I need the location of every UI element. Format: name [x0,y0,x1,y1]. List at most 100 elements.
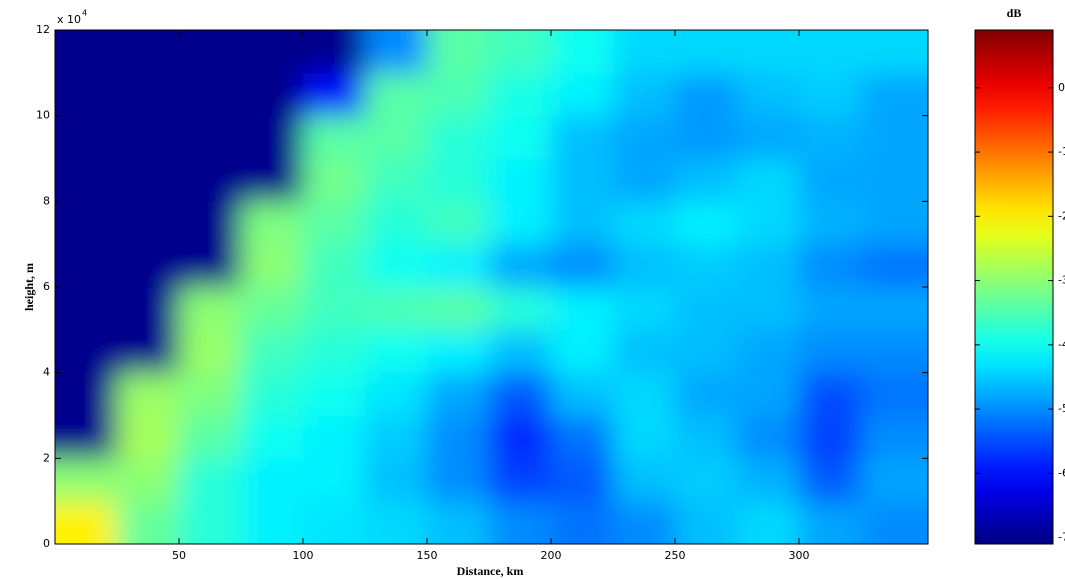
heatmap-cell [117,372,180,416]
heatmap-cell [737,329,800,374]
heatmap-cell [179,30,242,74]
heatmap-cell [861,244,928,288]
heatmap-cell [489,372,552,416]
heatmap-cell [551,158,614,202]
heatmap-cell [613,201,676,245]
heatmap-cell [551,458,614,502]
heatmap-cell [737,501,800,544]
heatmap-cell [365,415,428,459]
heatmap-cell [241,158,304,202]
heatmap-cell [427,329,490,374]
heatmap-cell [675,329,738,374]
heatmap-cell [737,115,800,159]
heatmap-cell [241,287,304,331]
heatmap-cell [489,415,552,459]
heatmap-cell [303,372,366,416]
heatmap-cell [551,244,614,288]
heatmap-cell [861,501,928,544]
heatmap-cell [365,287,428,331]
y-multiplier-exponent: 4 [82,9,87,18]
heatmap-cell [799,372,862,416]
heatmap-cell [551,415,614,459]
heatmap-cell [55,458,118,502]
heatmap-cell [241,72,304,117]
heatmap-cell [675,30,738,74]
heatmap-cell [427,72,490,117]
heatmap-cell [241,415,304,459]
y-tick-label: 12 [36,23,50,36]
heatmap-cell [55,244,118,288]
heatmap-cell [737,30,800,74]
y-tick-label: 4 [43,366,50,379]
heatmap-cell [799,158,862,202]
heatmap-cell [241,201,304,245]
heatmap-cell [365,72,428,117]
heatmap-cell [303,30,366,74]
heatmap-cell [117,244,180,288]
heatmap-cell [241,115,304,159]
heatmap-cell [799,244,862,288]
heatmap-cell [55,372,118,416]
heatmap-cell [117,72,180,117]
heatmap-cell [303,287,366,331]
heatmap-cell [365,329,428,374]
heatmap-cell [861,458,928,502]
heatmap-cell [365,501,428,544]
heatmap-cell [551,201,614,245]
heatmap-cell [303,329,366,374]
heatmap-cell [427,415,490,459]
heatmap-cell [799,115,862,159]
heatmap-cell [427,115,490,159]
heatmap-cell [551,501,614,544]
heatmap-cell [675,415,738,459]
heatmap-cell [427,501,490,544]
heatmap-cell [427,30,490,74]
heatmap-cell [613,329,676,374]
colorbar-tick-label: -4 [1058,338,1065,351]
heatmap-cell [365,458,428,502]
heatmap-cell [55,30,118,74]
heatmap-cell [551,372,614,416]
heatmap-cell [675,72,738,117]
heatmap-cell [861,201,928,245]
heatmap-cell [551,115,614,159]
heatmap-cell [737,72,800,117]
y-multiplier: x 10 [57,13,81,26]
heatmap-cell [117,201,180,245]
heatmap-cell [179,501,242,544]
heatmap-cell [55,415,118,459]
x-tick-label: 200 [541,549,562,562]
heatmap-cell [179,415,242,459]
colorbar [974,29,1054,545]
heatmap-cell [365,115,428,159]
heatmap-cell [55,329,118,374]
colorbar-tick-label: -7 [1058,531,1065,544]
y-tick-label: 0 [43,537,50,550]
heatmap-cell [427,287,490,331]
heatmap-cell [303,72,366,117]
heatmap-cell [613,287,676,331]
heatmap-cell [489,30,552,74]
heatmap-cell [117,30,180,74]
heatmap-cell [799,72,862,117]
heatmap-cell [241,244,304,288]
heatmap-cell [365,201,428,245]
heatmap-cell [55,287,118,331]
y-tick-label: 10 [36,109,50,122]
heatmap-cell [489,501,552,544]
heatmap-cell [365,30,428,74]
heatmap-cell [427,201,490,245]
heatmap-cell [737,458,800,502]
heatmap-cell [551,287,614,331]
heatmap-cell [303,458,366,502]
heatmap-cell [861,158,928,202]
x-tick-label: 150 [417,549,438,562]
heatmap-cell [613,115,676,159]
heatmap-cell [799,458,862,502]
heatmap-cell [737,201,800,245]
colorbar-tick-label: -2 [1058,209,1065,222]
x-tick-label: 300 [789,549,810,562]
heatmap-cell [55,72,118,117]
heatmap-cell [241,458,304,502]
